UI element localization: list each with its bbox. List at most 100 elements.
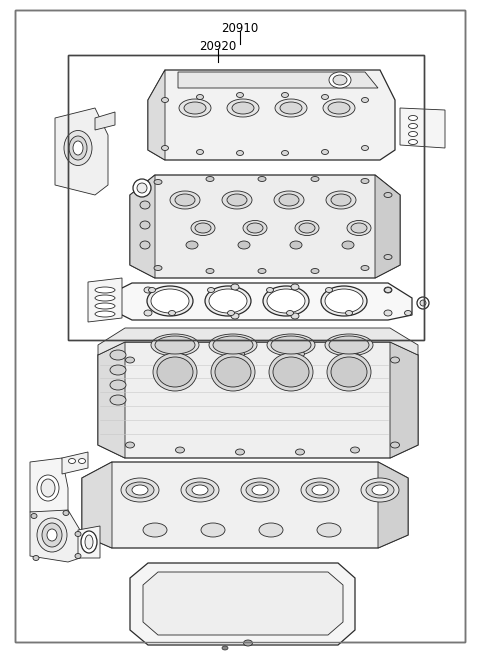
Ellipse shape (95, 311, 115, 317)
Ellipse shape (351, 223, 367, 233)
Ellipse shape (291, 284, 299, 290)
Ellipse shape (231, 284, 239, 290)
Ellipse shape (331, 194, 351, 206)
Ellipse shape (279, 194, 299, 206)
Ellipse shape (299, 223, 315, 233)
Ellipse shape (263, 286, 309, 316)
Ellipse shape (195, 223, 211, 233)
Ellipse shape (231, 313, 239, 319)
Ellipse shape (325, 288, 333, 293)
Ellipse shape (144, 287, 152, 293)
Polygon shape (95, 112, 115, 130)
Ellipse shape (281, 92, 288, 98)
Ellipse shape (311, 269, 319, 274)
Ellipse shape (207, 288, 215, 293)
Ellipse shape (155, 336, 195, 354)
Polygon shape (178, 72, 378, 88)
Ellipse shape (384, 287, 392, 293)
Ellipse shape (79, 458, 85, 464)
Ellipse shape (325, 334, 373, 356)
Ellipse shape (247, 223, 263, 233)
Ellipse shape (81, 531, 97, 553)
Ellipse shape (372, 485, 388, 495)
Ellipse shape (322, 94, 328, 100)
Polygon shape (375, 175, 400, 278)
Ellipse shape (322, 149, 328, 155)
Polygon shape (148, 70, 395, 160)
Ellipse shape (154, 179, 162, 185)
Ellipse shape (213, 336, 253, 354)
Polygon shape (55, 108, 108, 195)
Ellipse shape (274, 191, 304, 209)
Ellipse shape (291, 313, 299, 319)
Ellipse shape (306, 482, 334, 498)
Ellipse shape (327, 353, 371, 391)
Ellipse shape (110, 350, 126, 360)
Ellipse shape (384, 193, 392, 198)
Ellipse shape (41, 479, 55, 497)
Ellipse shape (148, 288, 156, 293)
Ellipse shape (196, 94, 204, 100)
Ellipse shape (331, 357, 367, 387)
Ellipse shape (243, 640, 252, 646)
Ellipse shape (317, 523, 341, 537)
Ellipse shape (42, 523, 62, 547)
Ellipse shape (153, 353, 197, 391)
Polygon shape (130, 563, 355, 645)
Ellipse shape (391, 357, 399, 363)
Polygon shape (98, 342, 418, 458)
Ellipse shape (311, 176, 319, 181)
Ellipse shape (290, 241, 302, 249)
Ellipse shape (350, 353, 360, 359)
Ellipse shape (420, 300, 426, 306)
Ellipse shape (37, 518, 67, 552)
Ellipse shape (133, 179, 151, 197)
Ellipse shape (267, 334, 315, 356)
Ellipse shape (110, 395, 126, 405)
Ellipse shape (140, 201, 150, 209)
Ellipse shape (243, 221, 267, 236)
Ellipse shape (125, 442, 134, 448)
Ellipse shape (140, 241, 150, 249)
Polygon shape (98, 342, 125, 458)
Ellipse shape (267, 289, 305, 313)
Ellipse shape (328, 102, 350, 114)
Ellipse shape (295, 221, 319, 236)
Polygon shape (78, 526, 100, 558)
Polygon shape (390, 342, 418, 458)
Ellipse shape (266, 288, 274, 293)
Ellipse shape (329, 336, 369, 354)
Ellipse shape (237, 151, 243, 155)
Ellipse shape (408, 124, 418, 128)
Ellipse shape (222, 646, 228, 650)
Ellipse shape (287, 310, 293, 316)
Ellipse shape (301, 478, 339, 502)
Ellipse shape (206, 269, 214, 274)
Ellipse shape (321, 286, 367, 316)
Ellipse shape (31, 514, 37, 519)
Ellipse shape (408, 140, 418, 145)
Ellipse shape (408, 132, 418, 136)
Ellipse shape (154, 265, 162, 271)
Ellipse shape (215, 357, 251, 387)
Ellipse shape (186, 482, 214, 498)
Ellipse shape (144, 310, 152, 316)
Ellipse shape (209, 289, 247, 313)
Ellipse shape (361, 478, 399, 502)
Ellipse shape (333, 75, 347, 85)
Ellipse shape (281, 151, 288, 155)
Ellipse shape (191, 221, 215, 236)
Ellipse shape (110, 380, 126, 390)
Ellipse shape (147, 286, 193, 316)
Ellipse shape (236, 449, 244, 455)
Ellipse shape (75, 531, 81, 536)
Ellipse shape (312, 485, 328, 495)
Ellipse shape (206, 176, 214, 181)
Ellipse shape (246, 482, 274, 498)
Ellipse shape (95, 303, 115, 309)
Ellipse shape (132, 485, 148, 495)
Ellipse shape (125, 357, 134, 363)
Ellipse shape (361, 145, 369, 151)
Ellipse shape (325, 289, 363, 313)
Ellipse shape (170, 191, 200, 209)
